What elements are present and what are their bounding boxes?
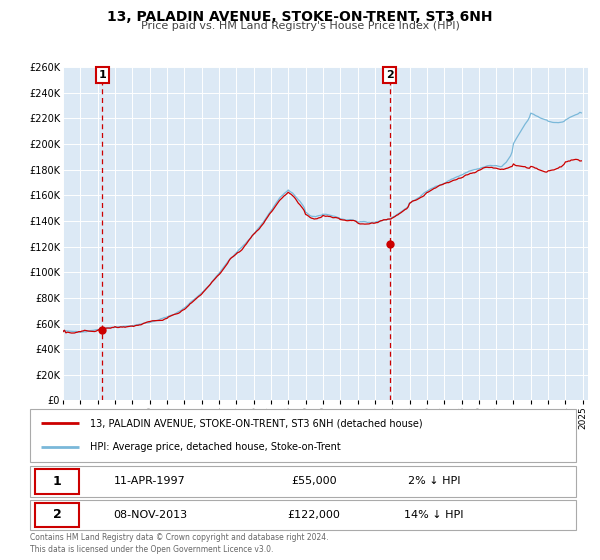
Text: 14% ↓ HPI: 14% ↓ HPI xyxy=(404,510,464,520)
Text: 1: 1 xyxy=(98,70,106,80)
Text: HPI: Average price, detached house, Stoke-on-Trent: HPI: Average price, detached house, Stok… xyxy=(90,442,341,452)
Text: 13, PALADIN AVENUE, STOKE-ON-TRENT, ST3 6NH: 13, PALADIN AVENUE, STOKE-ON-TRENT, ST3 … xyxy=(107,10,493,24)
Text: £122,000: £122,000 xyxy=(287,510,340,520)
Text: 2: 2 xyxy=(53,508,62,521)
Text: 2: 2 xyxy=(386,70,394,80)
Text: This data is licensed under the Open Government Licence v3.0.: This data is licensed under the Open Gov… xyxy=(30,545,274,554)
Text: £55,000: £55,000 xyxy=(291,477,337,486)
Bar xyxy=(35,469,79,494)
Text: 1: 1 xyxy=(53,475,62,488)
Text: Price paid vs. HM Land Registry's House Price Index (HPI): Price paid vs. HM Land Registry's House … xyxy=(140,21,460,31)
Text: 2% ↓ HPI: 2% ↓ HPI xyxy=(408,477,460,486)
Text: Contains HM Land Registry data © Crown copyright and database right 2024.: Contains HM Land Registry data © Crown c… xyxy=(30,533,329,542)
Text: 13, PALADIN AVENUE, STOKE-ON-TRENT, ST3 6NH (detached house): 13, PALADIN AVENUE, STOKE-ON-TRENT, ST3 … xyxy=(90,418,422,428)
Text: 11-APR-1997: 11-APR-1997 xyxy=(114,477,186,486)
Bar xyxy=(35,503,79,528)
Text: 08-NOV-2013: 08-NOV-2013 xyxy=(113,510,187,520)
